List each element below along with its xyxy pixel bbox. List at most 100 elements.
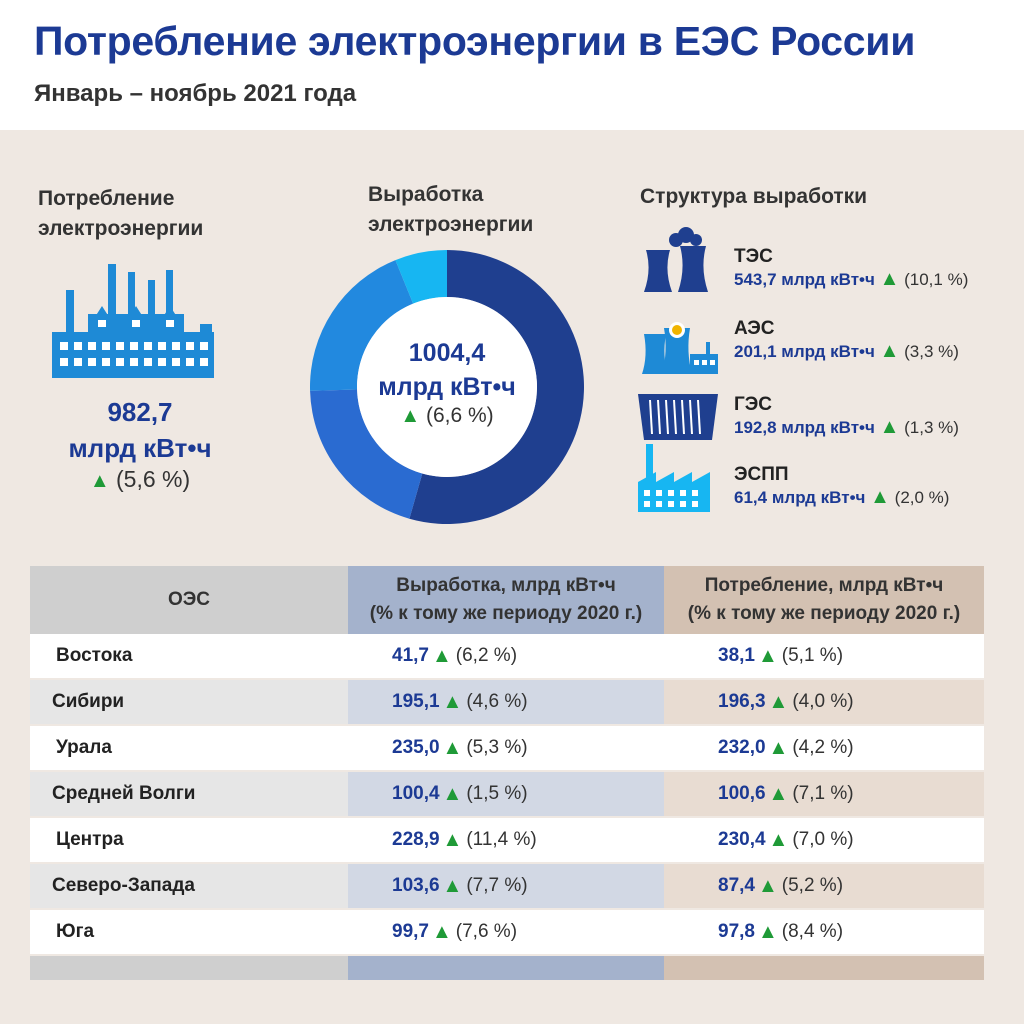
- row-generation-change: (6,2 %): [455, 645, 518, 666]
- structure-item-espp: ЭСПП 61,4 млрд кВт•ч ▲ (2,0 %): [734, 464, 949, 509]
- row-generation-change: (7,6 %): [455, 921, 518, 942]
- up-arrow-icon: ▲: [89, 470, 110, 492]
- row-oes-name: Сибири: [30, 680, 348, 724]
- structure-item-name: ЭСПП: [734, 464, 789, 485]
- table-row: Юга 99,7 ▲ (7,6 %) 97,8 ▲ (8,4 %): [30, 910, 984, 954]
- row-consumption-change: (7,0 %): [792, 829, 854, 850]
- donut-slice-1: [409, 250, 584, 524]
- generation-value-block: 1004,4 млрд кВт•ч: [357, 336, 537, 404]
- col-header-oes: ОЭС: [30, 566, 348, 634]
- row-generation-value: 99,7: [392, 921, 429, 942]
- factory-icon: [52, 264, 214, 378]
- page-title: Потребление электроэнергии в ЕЭС России: [34, 18, 916, 64]
- row-oes-name: Средней Волги: [30, 772, 348, 816]
- up-arrow-icon: ▲: [442, 736, 463, 759]
- structure-item-unit: млрд кВт•ч: [771, 488, 866, 507]
- up-arrow-icon: ▲: [442, 874, 463, 897]
- row-oes-name: Востока: [30, 634, 348, 678]
- row-generation-change: (11,4 %): [466, 829, 537, 850]
- nuclear-plant-icon: [642, 322, 718, 374]
- header-band: [0, 0, 1024, 130]
- col-header-generation-line1: Выработка, млрд кВт•ч: [396, 575, 616, 596]
- table-row: Востока 41,7 ▲ (6,2 %) 38,1 ▲ (5,1 %): [30, 634, 984, 678]
- donut-slice-4: [395, 250, 447, 304]
- row-consumption-value: 232,0: [718, 737, 766, 758]
- structure-item-change: (10,1 %): [904, 270, 969, 289]
- up-arrow-icon: ▲: [442, 782, 463, 805]
- col-header-consumption-line2: (% к тому же периоду 2020 г.): [687, 603, 961, 624]
- col-header-consumption-line1: Потребление, млрд кВт•ч: [704, 575, 944, 596]
- row-oes-name: Юга: [30, 910, 348, 954]
- table-row: Центра 228,9 ▲ (11,4 %) 230,4 ▲ (7,0 %): [30, 818, 984, 862]
- row-generation-value: 41,7: [392, 645, 429, 666]
- row-generation-value: 228,9: [392, 829, 440, 850]
- generation-heading-line1: Выработка: [368, 183, 484, 206]
- col-header-generation-line2: (% к тому же периоду 2020 г.): [369, 603, 643, 624]
- structure-item-unit: млрд кВт•ч: [781, 418, 875, 437]
- hydro-plant-icon: [638, 394, 718, 440]
- row-generation: 235,0 ▲ (5,3 %): [348, 726, 664, 770]
- consumption-heading-line1: Потребление: [38, 187, 175, 210]
- structure-item-change: (3,3 %): [904, 342, 959, 361]
- structure-item-tes: ТЭС 543,7 млрд кВт•ч ▲ (10,1 %): [734, 246, 968, 291]
- up-arrow-icon: ▲: [879, 268, 900, 290]
- generation-donut-chart: [310, 250, 584, 524]
- donut-hole: [357, 297, 537, 477]
- structure-item-unit: млрд кВт•ч: [781, 270, 875, 289]
- row-generation-value: 235,0: [392, 737, 440, 758]
- row-generation-value: 195,1: [392, 691, 440, 712]
- row-consumption-value: 87,4: [718, 875, 755, 896]
- row-consumption-value: 38,1: [718, 645, 755, 666]
- row-generation-change: (7,7 %): [466, 875, 528, 896]
- table-footer-consumption: [664, 956, 984, 980]
- structure-item-name: ГЭС: [734, 394, 773, 415]
- row-consumption: 100,6 ▲ (7,1 %): [664, 772, 984, 816]
- donut-slice-3: [310, 260, 414, 391]
- row-generation: 195,1 ▲ (4,6 %): [348, 680, 664, 724]
- table-row: Урала 235,0 ▲ (5,3 %) 232,0 ▲ (4,2 %): [30, 726, 984, 770]
- structure-item-ges: ГЭС 192,8 млрд кВт•ч ▲ (1,3 %): [734, 394, 959, 439]
- up-arrow-icon: ▲: [431, 920, 452, 943]
- structure-item-value: 543,7: [734, 270, 777, 289]
- up-arrow-icon: ▲: [768, 690, 789, 713]
- consumption-value: 982,7: [107, 397, 173, 427]
- consumption-change: ▲ (5,6 %): [30, 466, 250, 493]
- structure-item-value: 192,8: [734, 418, 777, 437]
- row-consumption-change: (5,2 %): [781, 875, 844, 896]
- row-consumption-value: 196,3: [718, 691, 766, 712]
- generation-value: 1004,4: [408, 339, 486, 367]
- consumption-value-block: 982,7 млрд кВт•ч: [30, 394, 250, 466]
- structure-item-value: 61,4: [734, 488, 768, 507]
- row-consumption-change: (4,0 %): [792, 691, 854, 712]
- structure-item-unit: млрд кВт•ч: [781, 342, 875, 361]
- row-oes-name: Центра: [30, 818, 348, 862]
- row-generation: 41,7 ▲ (6,2 %): [348, 634, 664, 678]
- table-row: Северо-Запада 103,6 ▲ (7,7 %) 87,4 ▲ (5,2 %): [30, 864, 984, 908]
- row-consumption-change: (8,4 %): [781, 921, 844, 942]
- structure-item-name: АЭС: [734, 318, 775, 339]
- up-arrow-icon: ▲: [400, 405, 421, 427]
- table-row: Сибири 195,1 ▲ (4,6 %) 196,3 ▲ (4,0 %): [30, 680, 984, 724]
- row-generation-change: (4,6 %): [466, 691, 528, 712]
- up-arrow-icon: ▲: [757, 874, 778, 897]
- up-arrow-icon: ▲: [757, 644, 778, 667]
- col-header-consumption: Потребление, млрд кВт•ч (% к тому же пер…: [664, 566, 984, 634]
- table-row: Средней Волги 100,4 ▲ (1,5 %) 100,6 ▲ (7,1 %): [30, 772, 984, 816]
- up-arrow-icon: ▲: [870, 486, 890, 508]
- row-generation: 103,6 ▲ (7,7 %): [348, 864, 664, 908]
- consumption-change-text: (5,6 %): [116, 466, 191, 492]
- generation-heading-line2: электроэнергии: [368, 213, 534, 236]
- consumption-unit: млрд кВт•ч: [68, 433, 212, 463]
- row-generation: 100,4 ▲ (1,5 %): [348, 772, 664, 816]
- row-consumption-change: (4,2 %): [792, 737, 854, 758]
- page-subtitle: Январь – ноябрь 2021 года: [34, 80, 357, 107]
- col-header-generation: Выработка, млрд кВт•ч (% к тому же перио…: [348, 566, 664, 634]
- donut-slice-2: [310, 389, 423, 519]
- structure-item-value: 201,1: [734, 342, 777, 361]
- up-arrow-icon: ▲: [442, 828, 463, 851]
- row-generation-change: (1,5 %): [466, 783, 528, 804]
- structure-item-change: (2,0 %): [894, 488, 950, 507]
- row-consumption-value: 230,4: [718, 829, 766, 850]
- row-generation-value: 103,6: [392, 875, 440, 896]
- generation-change: ▲ (6,6 %): [357, 404, 537, 428]
